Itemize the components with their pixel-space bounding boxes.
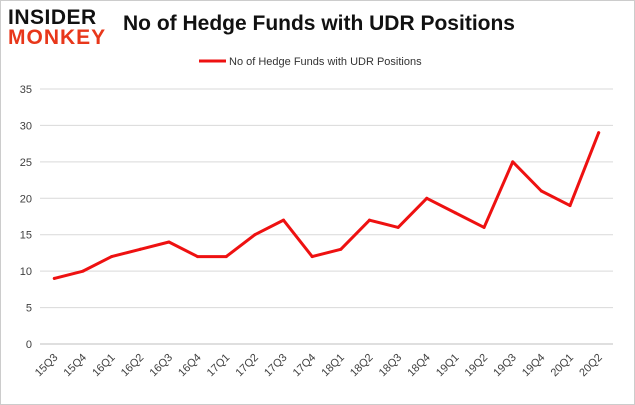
logo-line-1: INSIDER	[8, 6, 97, 29]
x-tick-label: 17Q4	[291, 352, 319, 380]
data-point	[597, 131, 601, 135]
data-point	[396, 225, 400, 229]
x-tick-label: 16Q1	[90, 352, 118, 380]
x-tick-label: 17Q3	[262, 352, 290, 380]
logo-line-2: MONKEY	[8, 26, 107, 49]
data-point	[224, 255, 228, 259]
series-lines	[52, 131, 601, 280]
data-point	[196, 255, 200, 259]
x-tick-label: 19Q4	[520, 352, 548, 380]
legend: No of Hedge Funds with UDR Positions	[199, 56, 422, 68]
data-point	[167, 240, 171, 244]
y-tick-label: 15	[20, 230, 32, 242]
y-tick-label: 5	[26, 303, 32, 315]
x-tick-label: 16Q3	[148, 352, 176, 380]
x-tick-label: 18Q2	[348, 352, 376, 380]
data-point	[52, 276, 56, 280]
x-tick-label: 15Q3	[33, 352, 61, 380]
data-point	[310, 255, 314, 259]
data-point	[539, 189, 543, 193]
x-tick-label: 18Q4	[405, 352, 433, 380]
x-tick-label: 15Q4	[62, 352, 90, 380]
data-point	[453, 211, 457, 215]
x-tick-label: 19Q2	[463, 352, 491, 380]
data-point	[282, 218, 286, 222]
y-tick-label: 10	[20, 266, 32, 278]
legend-label: No of Hedge Funds with UDR Positions	[229, 56, 422, 68]
data-point	[482, 225, 486, 229]
data-point	[138, 247, 142, 251]
data-point	[511, 160, 515, 164]
x-tick-label: 20Q1	[549, 352, 577, 380]
y-tick-label: 0	[26, 339, 32, 351]
y-tick-label: 35	[20, 84, 32, 96]
data-point	[253, 233, 257, 237]
gridlines	[40, 88, 613, 345]
x-tick-label: 17Q1	[205, 352, 233, 380]
y-tick-label: 25	[20, 157, 32, 169]
x-tick-label: 18Q1	[319, 352, 347, 380]
x-tick-label: 20Q2	[577, 352, 605, 380]
y-tick-label: 20	[20, 193, 32, 205]
x-tick-label: 18Q3	[377, 352, 405, 380]
data-point	[81, 269, 85, 273]
insider-monkey-logo: INSIDER MONKEY	[8, 6, 118, 50]
x-tick-label: 19Q3	[491, 352, 519, 380]
y-tick-label: 30	[20, 120, 32, 132]
y-axis-ticks: 0 5 10 15 20 25 30 35	[20, 84, 32, 351]
chart-title: No of Hedge Funds with UDR Positions	[123, 12, 515, 35]
series-line-0	[52, 131, 601, 280]
data-point	[367, 218, 371, 222]
data-point	[568, 204, 572, 208]
x-tick-label: 16Q4	[176, 352, 204, 380]
data-point	[425, 196, 429, 200]
x-tick-label: 16Q2	[119, 352, 147, 380]
data-point	[339, 247, 343, 251]
data-point	[110, 255, 114, 259]
x-tick-label: 19Q1	[434, 352, 462, 380]
x-axis-ticks: 15Q3 15Q4 16Q1 16Q2 16Q3 16Q4 17Q1 17Q2 17Q3 17Q4…	[33, 352, 605, 380]
x-tick-label: 17Q2	[233, 352, 261, 380]
